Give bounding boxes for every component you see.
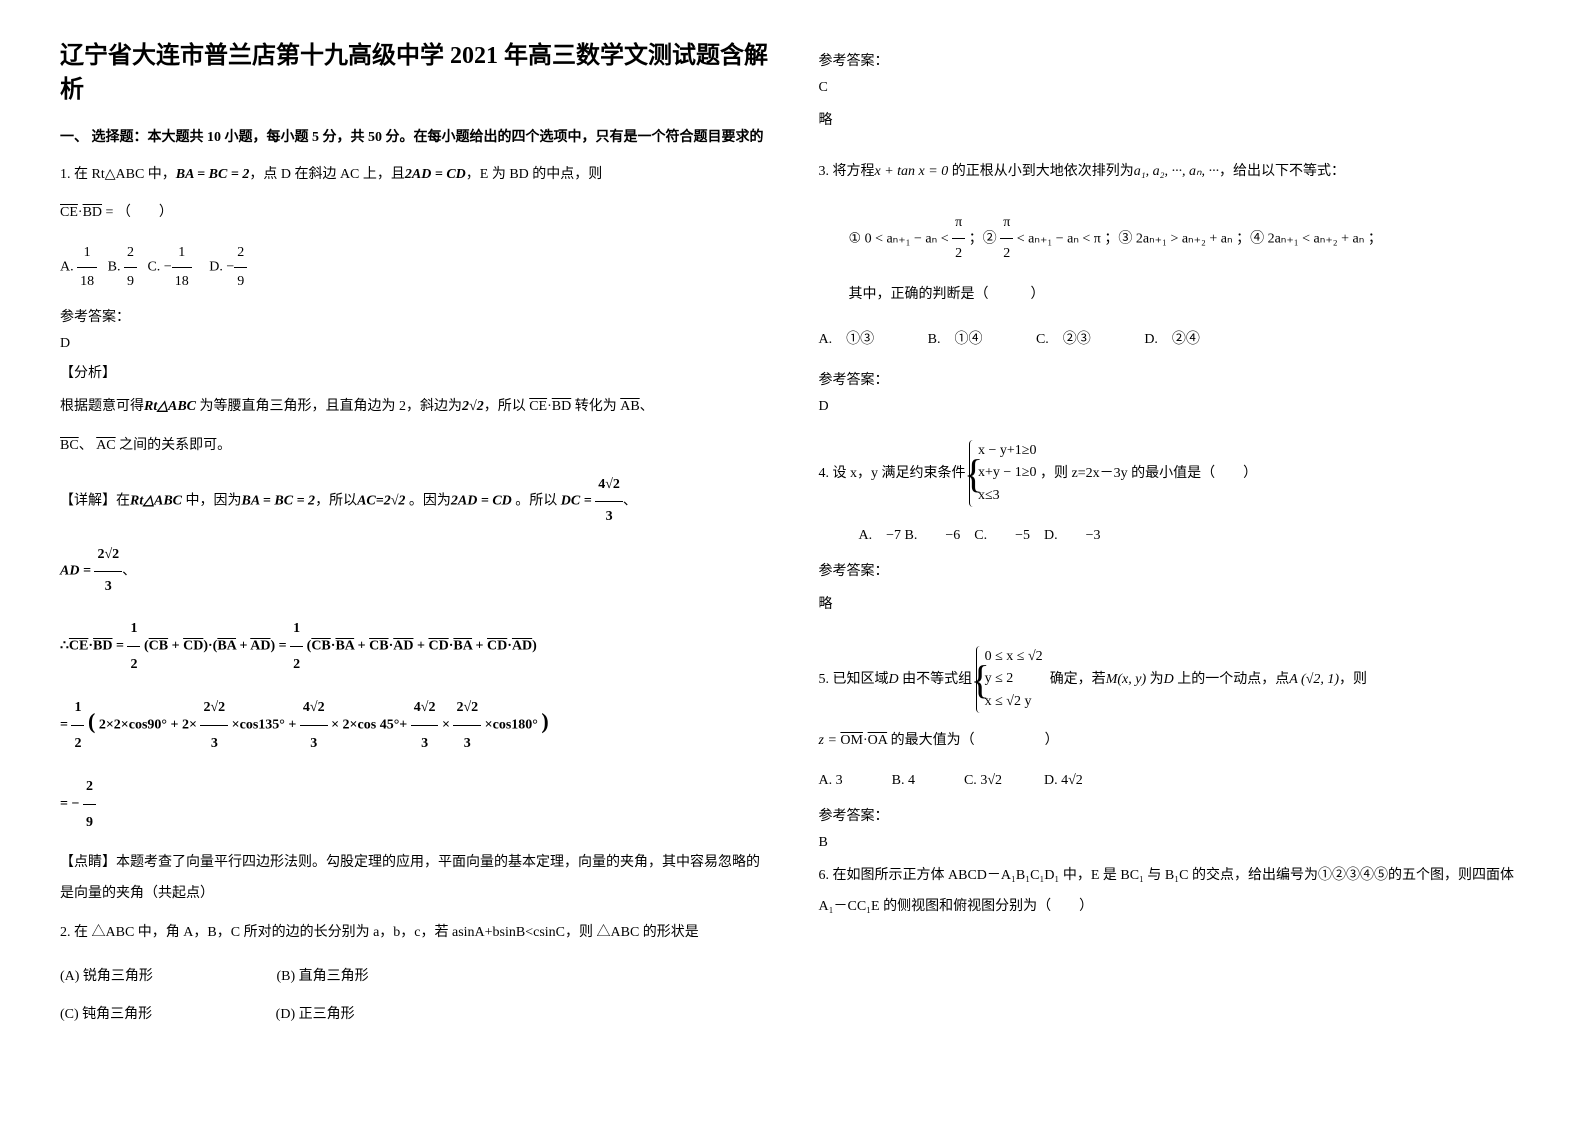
q3-inequalities: ① 0 < aₙ₊₁ − aₙ < π2 ；② π2 < aₙ₊₁ − aₙ <…: [849, 208, 1528, 271]
q4-options: A. −7 B. −6 C. −5 D. −3: [859, 522, 1528, 550]
q1-point: 【点睛】本题考查了向量平行四边形法则。勾股定理的应用，平面向量的基本定理，向量的…: [60, 848, 769, 910]
q3-answer-label: 参考答案：: [819, 369, 1528, 389]
q1-eq-line3: = − 29: [60, 769, 769, 840]
main-title: 辽宁省大连市普兰店第十九高级中学 2021 年高三数学文测试题含解析: [60, 40, 769, 107]
q1-ad-eq: AD = 2√23、: [60, 540, 769, 603]
section-1-heading: 一、 选择题：本大题共 10 小题，每小题 5 分，共 50 分。在每小题给出的…: [60, 127, 769, 149]
q5-options: A. 3 B. 4 C. 3√2 D. 4√2: [819, 767, 1528, 795]
q5-answer-label: 参考答案：: [819, 805, 1528, 825]
left-column: 辽宁省大连市普兰店第十九高级中学 2021 年高三数学文测试题含解析 一、 选择…: [60, 40, 769, 1039]
q5-text: 5. 已知区域D 由不等式组 { 0 ≤ x ≤ √2 y ≤ 2 x ≤ √2…: [819, 641, 1528, 718]
q2-options-2: (C) 钝角三角形 (D) 正三角形: [60, 1001, 769, 1029]
q5-z: z = OM·OA 的最大值为（ ）: [819, 726, 1528, 757]
q1-options: A. 118 B. 29 C. −118 D. −29: [60, 239, 769, 296]
q4-text: 4. 设 x，y 满足约束条件 { x − y+1≥0 x+y − 1≥0 x≤…: [819, 435, 1528, 512]
q3-text: 3. 将方程x + tan x = 0 的正根从小到大地依次排列为a₁, a₂,…: [819, 157, 1528, 188]
q4-omit: 略: [819, 590, 1528, 621]
q2-options: (A) 锐角三角形 (B) 直角三角形: [60, 963, 769, 991]
q1-analysis-1: 根据题意可得Rt△ABC 为等腰直角三角形，且直角边为 2，斜边为2√2，所以 …: [60, 392, 769, 423]
q3-options: A. ①③ B. ①④ C. ②③ D. ②④: [819, 326, 1528, 354]
q6-text: 6. 在如图所示正方体 ABCD－A₁B₁C₁D₁ 中，E 是 BC₁ 与 B₁…: [819, 861, 1528, 923]
q2-answer: C: [819, 80, 1528, 96]
q1-eq-line2: = 12 ( 2×2×cos90° + 2× 2√23 ×cos135° + 4…: [60, 690, 769, 761]
q1-eq-line1: ∴CE·BD = 12 (CB + CD)·(BA + AD) = 12 (CB…: [60, 611, 769, 682]
q1-analysis-tag: 【分析】: [60, 362, 769, 382]
q3-judge: 其中，正确的判断是（ ）: [849, 280, 1528, 311]
q3-answer: D: [819, 399, 1528, 415]
q1-answer-label: 参考答案：: [60, 306, 769, 326]
q1-answer: D: [60, 336, 769, 352]
q1-expr: CE·BD = （ ）: [60, 198, 769, 229]
q4-answer-label: 参考答案：: [819, 560, 1528, 580]
q2-omit: 略: [819, 106, 1528, 137]
right-column: 参考答案： C 略 3. 将方程x + tan x = 0 的正根从小到大地依次…: [819, 40, 1528, 1039]
q1-text: 1. 在 Rt△ABC 中，BA = BC = 2，点 D 在斜边 AC 上，且…: [60, 160, 769, 191]
q1-analysis-2: BC、 AC 之间的关系即可。: [60, 431, 769, 462]
q2-answer-label: 参考答案：: [819, 50, 1528, 70]
q1-detail: 【详解】在Rt△ABC 中，因为BA = BC = 2，所以AC=2√2 。因为…: [60, 470, 769, 533]
q5-answer: B: [819, 835, 1528, 851]
q2-text: 2. 在 △ABC 中，角 A，B，C 所对的边的长分别为 a，b，c，若 as…: [60, 918, 769, 949]
